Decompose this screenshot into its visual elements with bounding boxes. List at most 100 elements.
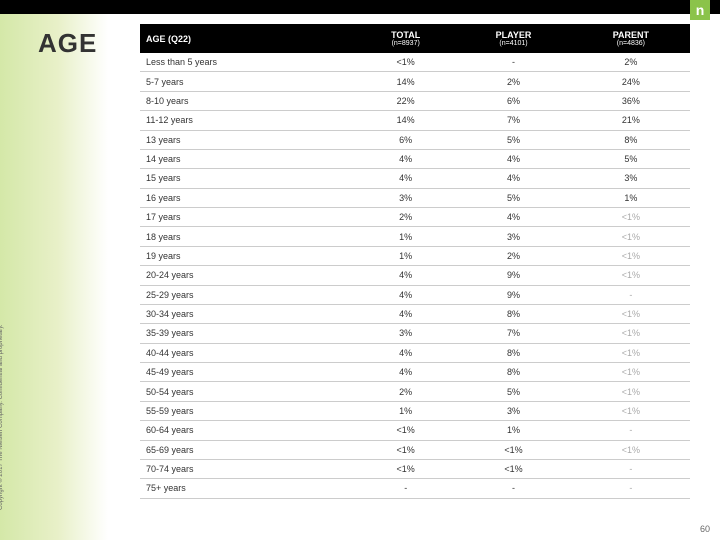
cell-parent: <1% <box>572 304 690 323</box>
page-title: AGE <box>38 28 97 59</box>
cell-total: <1% <box>356 421 455 440</box>
col-total: TOTAL(n=8937) <box>356 24 455 53</box>
cell-parent: 36% <box>572 91 690 110</box>
cell-total: 1% <box>356 401 455 420</box>
table-row: 55-59 years1%3%<1% <box>140 401 690 420</box>
col-player: PLAYER(n=4101) <box>455 24 572 53</box>
cell-parent: <1% <box>572 227 690 246</box>
table-row: 5-7 years14%2%24% <box>140 72 690 91</box>
cell-total: 3% <box>356 188 455 207</box>
cell-total: 4% <box>356 304 455 323</box>
table-header-row: AGE (Q22) TOTAL(n=8937) PLAYER(n=4101) P… <box>140 24 690 53</box>
cell-label: 20-24 years <box>140 266 356 285</box>
table-row: Less than 5 years<1%-2% <box>140 53 690 72</box>
table-row: 16 years3%5%1% <box>140 188 690 207</box>
cell-total: 2% <box>356 208 455 227</box>
cell-player: 2% <box>455 72 572 91</box>
cell-player: 9% <box>455 285 572 304</box>
table-row: 11-12 years14%7%21% <box>140 111 690 130</box>
cell-parent: <1% <box>572 324 690 343</box>
table-row: 70-74 years<1%<1%- <box>140 459 690 478</box>
cell-player: 8% <box>455 363 572 382</box>
cell-parent: 2% <box>572 53 690 72</box>
table-row: 17 years2%4%<1% <box>140 208 690 227</box>
col-parent: PARENT(n=4836) <box>572 24 690 53</box>
cell-parent: <1% <box>572 440 690 459</box>
cell-parent: - <box>572 459 690 478</box>
cell-label: 65-69 years <box>140 440 356 459</box>
table-row: 14 years4%4%5% <box>140 149 690 168</box>
cell-label: 55-59 years <box>140 401 356 420</box>
cell-label: 45-49 years <box>140 363 356 382</box>
cell-total: 6% <box>356 130 455 149</box>
cell-parent: <1% <box>572 401 690 420</box>
top-bar <box>0 0 720 14</box>
cell-player: 3% <box>455 227 572 246</box>
cell-player: 1% <box>455 421 572 440</box>
cell-label: 18 years <box>140 227 356 246</box>
cell-player: <1% <box>455 459 572 478</box>
cell-total: 14% <box>356 72 455 91</box>
cell-player: - <box>455 53 572 72</box>
cell-player: 9% <box>455 266 572 285</box>
cell-player: 7% <box>455 324 572 343</box>
cell-label: 8-10 years <box>140 91 356 110</box>
table-row: 25-29 years4%9%- <box>140 285 690 304</box>
cell-player: - <box>455 479 572 498</box>
cell-parent: - <box>572 285 690 304</box>
cell-total: 4% <box>356 285 455 304</box>
cell-parent: <1% <box>572 246 690 265</box>
cell-player: 7% <box>455 111 572 130</box>
age-table: AGE (Q22) TOTAL(n=8937) PLAYER(n=4101) P… <box>140 24 690 499</box>
logo-badge: n <box>690 0 710 20</box>
cell-player: 2% <box>455 246 572 265</box>
cell-player: 8% <box>455 304 572 323</box>
cell-label: 14 years <box>140 149 356 168</box>
table-row: 75+ years--- <box>140 479 690 498</box>
table-row: 19 years1%2%<1% <box>140 246 690 265</box>
cell-total: 4% <box>356 149 455 168</box>
cell-parent: 8% <box>572 130 690 149</box>
cell-total: 4% <box>356 343 455 362</box>
cell-parent: 24% <box>572 72 690 91</box>
cell-parent: 3% <box>572 169 690 188</box>
table-row: 8-10 years22%6%36% <box>140 91 690 110</box>
cell-label: 5-7 years <box>140 72 356 91</box>
cell-label: 40-44 years <box>140 343 356 362</box>
cell-total: <1% <box>356 53 455 72</box>
cell-parent: 5% <box>572 149 690 168</box>
cell-player: 5% <box>455 382 572 401</box>
cell-label: 60-64 years <box>140 421 356 440</box>
table-row: 65-69 years<1%<1%<1% <box>140 440 690 459</box>
cell-label: 17 years <box>140 208 356 227</box>
cell-total: 1% <box>356 246 455 265</box>
cell-label: 11-12 years <box>140 111 356 130</box>
table-row: 18 years1%3%<1% <box>140 227 690 246</box>
copyright-text: Copyright © 2017 The Nielsen Company. Co… <box>0 324 4 510</box>
cell-label: 50-54 years <box>140 382 356 401</box>
cell-total: 4% <box>356 266 455 285</box>
cell-label: 75+ years <box>140 479 356 498</box>
cell-parent: <1% <box>572 382 690 401</box>
cell-total: <1% <box>356 459 455 478</box>
cell-total: 22% <box>356 91 455 110</box>
cell-total: 4% <box>356 363 455 382</box>
cell-total: 2% <box>356 382 455 401</box>
cell-label: 19 years <box>140 246 356 265</box>
cell-label: 13 years <box>140 130 356 149</box>
cell-parent: - <box>572 421 690 440</box>
cell-label: 30-34 years <box>140 304 356 323</box>
cell-player: 4% <box>455 149 572 168</box>
cell-parent: 1% <box>572 188 690 207</box>
cell-parent: - <box>572 479 690 498</box>
table-row: 45-49 years4%8%<1% <box>140 363 690 382</box>
cell-parent: <1% <box>572 343 690 362</box>
page-number: 60 <box>700 524 710 534</box>
cell-parent: <1% <box>572 266 690 285</box>
cell-total: 14% <box>356 111 455 130</box>
cell-parent: <1% <box>572 208 690 227</box>
cell-label: 16 years <box>140 188 356 207</box>
table-row: 20-24 years4%9%<1% <box>140 266 690 285</box>
cell-label: 70-74 years <box>140 459 356 478</box>
cell-label: 15 years <box>140 169 356 188</box>
